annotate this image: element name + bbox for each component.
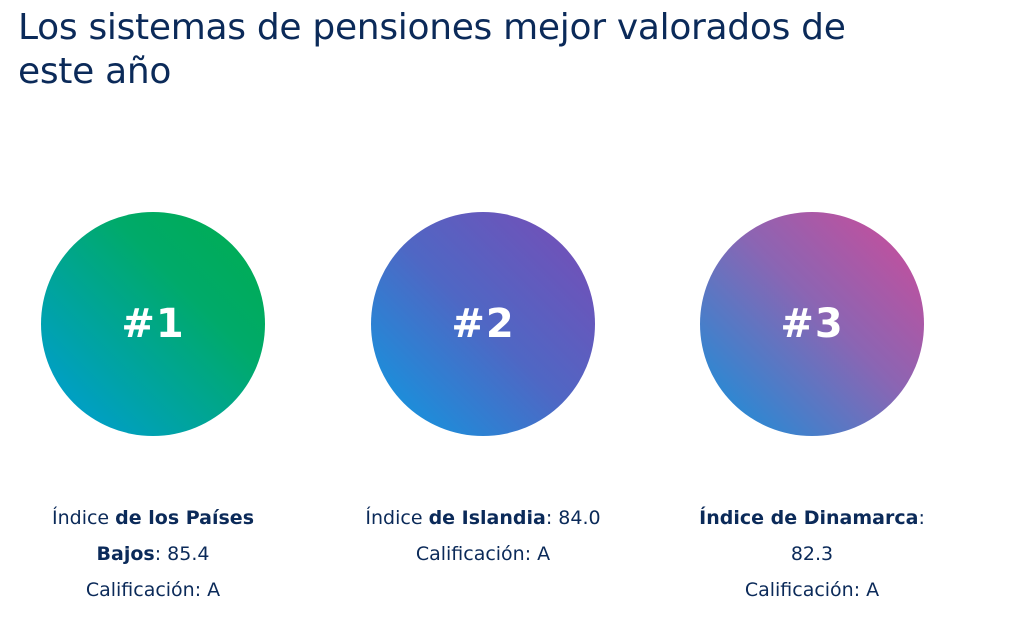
rating-text: Calificación: A <box>85 579 221 601</box>
caption-line-1: Índice de Islandia: 84.0 <box>338 500 628 536</box>
index-value: : 84.0 <box>545 507 601 529</box>
index-value: : 85.4 <box>154 543 210 565</box>
rank-badge-3: #3 <box>700 212 924 436</box>
caption-prefix: Índice <box>365 507 429 529</box>
rank-number: #2 <box>451 301 515 347</box>
rank-number: #1 <box>121 301 185 347</box>
caption-line-1: Índice de Dinamarca: <box>667 500 957 536</box>
page-title: Los sistemas de pensiones mejor valorado… <box>18 7 846 92</box>
rating-text: Calificación: A <box>744 579 880 601</box>
rating-text: Calificación: A <box>415 543 551 565</box>
country-name: Índice de Dinamarca <box>699 507 919 529</box>
country-name-cont: Bajos <box>96 543 155 565</box>
index-value: 82.3 <box>790 543 834 565</box>
rank-badge-2: #2 <box>371 212 595 436</box>
ranking-caption-3: Índice de Dinamarca: 82.3 Calificación: … <box>667 500 957 608</box>
caption-prefix: Índice <box>51 507 116 529</box>
country-name: de Islandia <box>428 507 546 529</box>
ranking-caption-1: Índice de los Países Bajos: 85.4 Calific… <box>8 500 298 608</box>
caption-line-1: Índice de los Países <box>8 500 298 536</box>
country-name: de los Países <box>115 507 255 529</box>
caption-line-2: Bajos: 85.4 <box>8 536 298 572</box>
ranking-caption-2: Índice de Islandia: 84.0 Calificación: A <box>338 500 628 572</box>
caption-colon: : <box>918 507 925 529</box>
rank-badge-1: #1 <box>41 212 265 436</box>
rank-number: #3 <box>780 301 844 347</box>
